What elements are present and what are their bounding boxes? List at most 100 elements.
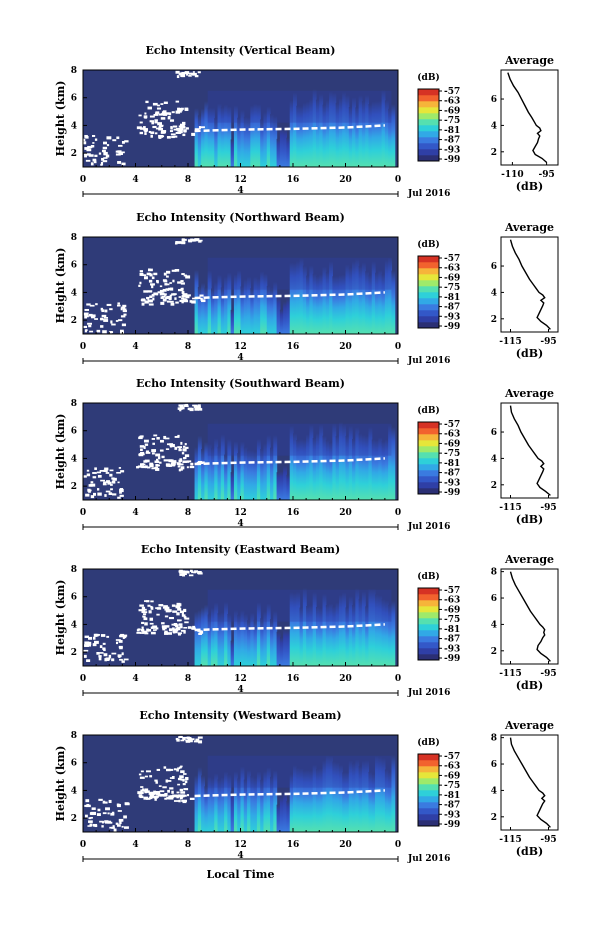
colorbar-unit: (dB) bbox=[417, 405, 439, 416]
colorbar-tick-label: -57 bbox=[444, 87, 460, 97]
panel-title: Echo Intensity (Eastward Beam) bbox=[141, 543, 340, 556]
echo-column bbox=[368, 426, 373, 500]
clutter-speckles bbox=[83, 70, 205, 166]
echo-column bbox=[194, 775, 199, 832]
echo-column bbox=[204, 786, 209, 832]
profile-x-tick-label: -95 bbox=[540, 835, 556, 845]
speckle bbox=[117, 810, 122, 812]
speckle bbox=[119, 821, 122, 825]
echo-column bbox=[247, 117, 251, 167]
echo-column bbox=[315, 606, 320, 666]
colorbar-tick-label: -57 bbox=[444, 420, 460, 430]
speckle bbox=[139, 131, 144, 135]
echo-column bbox=[355, 258, 360, 334]
echo-column bbox=[214, 773, 219, 832]
echo-column bbox=[325, 271, 330, 334]
speckle bbox=[193, 571, 197, 574]
colorbar-swatch bbox=[418, 636, 439, 643]
speckle bbox=[177, 607, 182, 611]
echo-column bbox=[378, 270, 383, 334]
speckle bbox=[185, 295, 190, 299]
speckle bbox=[177, 434, 180, 437]
echo-column bbox=[358, 266, 363, 334]
speckle bbox=[84, 154, 88, 158]
x-tick-label: 0 bbox=[395, 342, 401, 352]
x-tick-label: 16 bbox=[287, 175, 300, 185]
speckle bbox=[185, 403, 189, 406]
speckle bbox=[156, 768, 161, 771]
panel-title: Echo Intensity (Vertical Beam) bbox=[145, 44, 335, 57]
echo-column bbox=[263, 111, 268, 167]
echo-column bbox=[253, 619, 258, 666]
speckle bbox=[168, 287, 173, 290]
echo-column bbox=[315, 433, 320, 500]
speckle bbox=[147, 290, 153, 293]
colorbar-frame bbox=[417, 753, 440, 827]
speckle bbox=[181, 297, 185, 300]
profile-x-tick-label: -95 bbox=[540, 503, 556, 513]
speckle bbox=[99, 820, 104, 823]
speckle bbox=[168, 768, 174, 771]
colorbar-tick-label: -87 bbox=[444, 635, 460, 645]
echo-column bbox=[309, 265, 314, 334]
speckle bbox=[162, 628, 166, 631]
speckle bbox=[194, 75, 199, 78]
speckle bbox=[183, 238, 187, 241]
speckle bbox=[196, 406, 201, 409]
speckle bbox=[121, 825, 124, 828]
speckle bbox=[152, 297, 155, 301]
speckle bbox=[119, 489, 124, 493]
colorbar-tick-label: -93 bbox=[444, 145, 460, 155]
speckle bbox=[140, 451, 145, 455]
colorbar-tick-label: -69 bbox=[444, 605, 460, 615]
speckle bbox=[163, 459, 169, 462]
echo-column bbox=[270, 776, 274, 832]
colorbar-swatch bbox=[418, 606, 439, 613]
echo-column bbox=[276, 296, 281, 334]
speckle bbox=[138, 609, 144, 612]
speckle bbox=[174, 242, 178, 245]
profile-frame bbox=[500, 69, 559, 166]
y-axis-label: Height (km) bbox=[54, 746, 67, 822]
speckle bbox=[175, 110, 181, 114]
speckle bbox=[103, 648, 106, 652]
echo-column bbox=[230, 139, 235, 167]
profile-frame bbox=[500, 734, 559, 831]
speckle bbox=[120, 329, 124, 333]
speckle bbox=[181, 452, 185, 455]
colorbar-swatch bbox=[418, 274, 439, 281]
speckle bbox=[112, 477, 117, 481]
echo-column bbox=[207, 614, 212, 666]
speckle bbox=[142, 788, 145, 792]
x-tick-label: 12 bbox=[234, 840, 247, 850]
speckle bbox=[83, 141, 87, 145]
colorbar-swatch bbox=[418, 280, 439, 287]
profile-x-tick-label: -110 bbox=[501, 170, 524, 180]
echo-column bbox=[237, 117, 242, 167]
colorbar-tick-label: -93 bbox=[444, 478, 460, 488]
x-tick-label: 12 bbox=[234, 674, 247, 684]
echo-column bbox=[391, 600, 396, 666]
colorbar-swatch bbox=[418, 428, 439, 435]
speckle bbox=[84, 135, 88, 138]
speckle bbox=[183, 608, 187, 613]
x-tick-label: 8 bbox=[185, 175, 191, 185]
speckle bbox=[161, 622, 165, 625]
profile-y-tick-label: 6 bbox=[491, 594, 497, 604]
speckle bbox=[152, 626, 158, 629]
speckle bbox=[170, 795, 173, 799]
speckle bbox=[198, 239, 203, 242]
speckle bbox=[145, 797, 151, 800]
colorbar: (dB) -57-63-69-75-81-87-93-99 bbox=[417, 405, 460, 498]
speckle bbox=[90, 481, 94, 484]
date-marker: 4 bbox=[237, 186, 243, 196]
echo-column bbox=[283, 301, 288, 334]
speckle bbox=[148, 610, 152, 614]
echo-column bbox=[371, 101, 376, 167]
x-axis-title: Local Time bbox=[207, 868, 275, 881]
profile-y-tick-label: 2 bbox=[491, 481, 497, 491]
echo-column bbox=[270, 619, 274, 666]
speckle bbox=[83, 138, 86, 142]
speckle bbox=[182, 794, 187, 797]
x-tick-label: 8 bbox=[185, 674, 191, 684]
